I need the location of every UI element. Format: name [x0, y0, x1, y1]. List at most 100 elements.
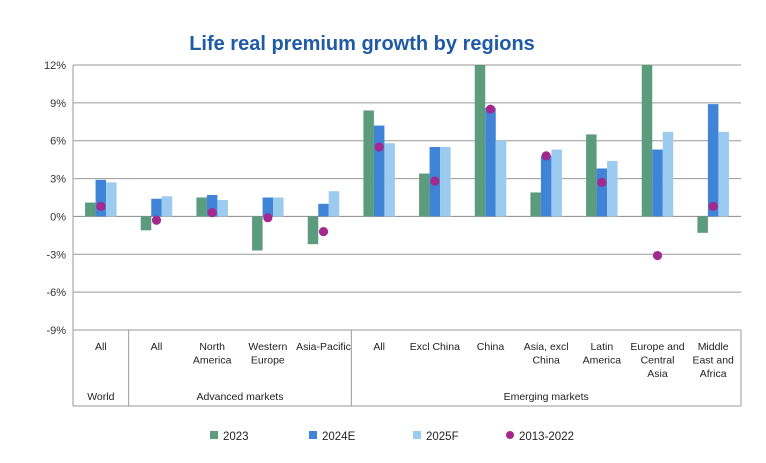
category-label-line: Excl China [410, 341, 460, 353]
category-label-line: East and [692, 355, 734, 367]
bar-2023 [363, 110, 374, 217]
category-label: China [477, 341, 505, 353]
marker-2013-2022 [597, 177, 607, 187]
category-label: All [95, 341, 107, 353]
bar-2024E [318, 203, 329, 217]
category-label: Asia, excl China [524, 341, 569, 367]
bar-2023 [252, 216, 263, 251]
category-label-line: Africa [700, 368, 727, 380]
chart-title: Life real premium growth by regions [189, 33, 535, 55]
marker-2013-2022 [151, 215, 162, 225]
category-label: Excl China [410, 341, 460, 353]
bar-2024E [95, 179, 107, 217]
bar-2023 [140, 216, 152, 231]
category-label: Western Europe [248, 341, 287, 367]
y-tick-label: 3% [50, 174, 66, 186]
markers [96, 104, 718, 261]
bar-2023 [307, 216, 319, 245]
category-label: Asia-Pacific [296, 341, 351, 353]
legend-swatch-2024E [309, 431, 317, 439]
category-label-line: Europe and [630, 341, 684, 353]
bar-2024E [596, 168, 608, 217]
bar-2024E [707, 104, 719, 217]
bar-2024E [206, 194, 218, 217]
y-tick-label: 9% [50, 98, 66, 110]
category-label-line: China [477, 341, 505, 353]
category-label-line: Asia, excl [524, 341, 569, 353]
legend-label-2013-2022: 2013-2022 [519, 431, 574, 443]
bar-2024E [373, 125, 385, 217]
bar-2025F [495, 140, 507, 217]
bar-2023 [196, 197, 207, 217]
category-label-line: America [193, 355, 232, 367]
category-label: Europe and Central Asia [630, 341, 684, 380]
marker-2013-2022 [485, 104, 496, 114]
gridlines [73, 64, 741, 331]
category-label-line: North [199, 341, 225, 353]
marker-2013-2022 [430, 176, 440, 186]
y-tick-label: -6% [46, 287, 66, 299]
bar-2025F [106, 182, 117, 217]
y-tick-label: -3% [46, 249, 66, 261]
bar-2023 [697, 216, 708, 233]
bar-2025F [662, 131, 674, 217]
category-label: All [151, 341, 163, 353]
category-label: Latin America [583, 341, 622, 367]
category-label-line: All [373, 341, 385, 353]
category-label-line: Asia-Pacific [296, 341, 351, 353]
y-axis: 12% 9% 6% 3% 0% -3% -6% -9% [44, 60, 74, 337]
category-label-line: Central [641, 355, 675, 367]
bar-2025F [328, 191, 340, 217]
marker-2013-2022 [652, 250, 663, 261]
category-label-line: Latin [590, 341, 613, 353]
bar-2023 [586, 134, 597, 217]
group-label: World [87, 391, 114, 403]
bar-2025F [440, 147, 451, 217]
bar-2025F [607, 160, 618, 217]
bar-2023 [641, 65, 653, 217]
category-label-line: Asia [647, 368, 668, 380]
bar-2025F [384, 143, 395, 217]
legend-label-2024E: 2024E [322, 431, 356, 443]
bar-2025F [161, 196, 173, 217]
category-label: Middle East and Africa [692, 341, 734, 380]
bar-2024E [652, 149, 663, 217]
marker-2013-2022 [318, 226, 329, 237]
category-label: North America [193, 341, 232, 367]
bar-2023 [474, 65, 486, 217]
legend-label-2025F: 2025F [426, 431, 459, 443]
bar-2025F [273, 197, 284, 217]
bar-2024E [262, 197, 274, 217]
marker-2013-2022 [207, 208, 217, 218]
y-tick-label: 12% [44, 60, 66, 72]
bar-2024E [151, 198, 162, 217]
bar-2025F [217, 200, 228, 217]
category-label-line: Europe [251, 355, 285, 367]
category-label-line: All [151, 341, 163, 353]
legend-swatch-2023 [210, 431, 218, 439]
marker-2013-2022 [374, 142, 384, 152]
category-label: All [373, 341, 385, 353]
category-label-line: Middle [698, 341, 729, 353]
bar-2025F [551, 149, 562, 217]
category-label-line: All [95, 341, 107, 353]
legend-swatch-2025F [413, 431, 421, 439]
legend-swatch-2013-2022 [506, 431, 514, 439]
bar-2023 [419, 173, 430, 217]
category-label-line: Western [248, 341, 287, 353]
legend: 2023 2024E 2025F 2013-2022 [210, 431, 574, 443]
marker-2013-2022 [541, 151, 551, 161]
bar-2023 [85, 202, 96, 217]
bar-2023 [530, 192, 541, 217]
category-table: All All North America Western Europe Asia-Paci… [72, 329, 742, 407]
bars [85, 65, 729, 251]
group-label: Advanced markets [197, 391, 284, 403]
category-label-line: China [532, 355, 560, 367]
marker-2013-2022 [263, 213, 273, 223]
marker-2013-2022 [708, 201, 718, 211]
category-label-line: America [583, 355, 622, 367]
group-label: Emerging markets [504, 391, 589, 403]
marker-2013-2022 [96, 201, 106, 211]
legend-label-2023: 2023 [223, 431, 249, 443]
